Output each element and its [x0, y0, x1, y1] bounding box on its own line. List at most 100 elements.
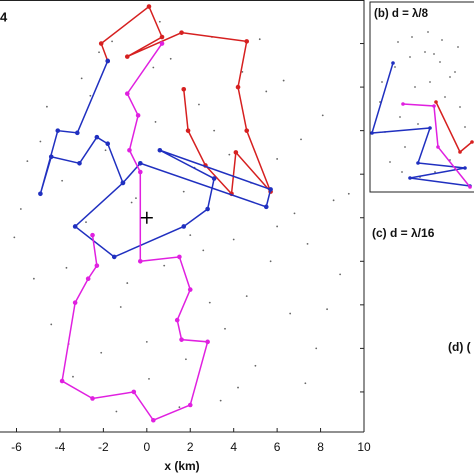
- background-dot: [293, 212, 296, 215]
- background-dot: [135, 197, 137, 200]
- vertex: [458, 150, 462, 154]
- vertex: [235, 84, 241, 90]
- background-dot: [61, 179, 64, 182]
- background-dot: [98, 51, 100, 54]
- vertex: [174, 317, 180, 323]
- background-dot: [237, 386, 239, 389]
- vertex: [94, 134, 100, 140]
- background-dot: [444, 96, 446, 98]
- background-dot: [417, 123, 419, 125]
- vertex: [179, 30, 184, 35]
- vertex: [124, 91, 130, 96]
- background-dot: [459, 106, 461, 108]
- background-dot: [282, 79, 285, 82]
- background-dot: [449, 76, 451, 78]
- vertex: [268, 187, 273, 192]
- x-tick-label: -6: [11, 440, 22, 454]
- vertex: [408, 176, 412, 180]
- background-dot: [300, 138, 302, 141]
- x-tick-label: 8: [317, 440, 324, 454]
- vertex: [75, 130, 80, 136]
- vertex: [187, 402, 193, 408]
- background-dot: [411, 36, 413, 38]
- vertex: [90, 396, 95, 401]
- background-dot: [269, 260, 272, 263]
- panel-d-label: (d) (: [448, 340, 471, 354]
- background-dot: [404, 146, 406, 148]
- background-dot: [213, 129, 216, 132]
- background-dot: [409, 56, 411, 58]
- background-dot: [394, 66, 396, 68]
- background-dot: [464, 126, 466, 128]
- vertex: [391, 61, 395, 65]
- vertex: [72, 300, 78, 305]
- vertex: [263, 204, 269, 210]
- background-dot: [178, 406, 181, 409]
- background-dot: [276, 225, 279, 228]
- vertex: [138, 258, 143, 264]
- background-dot: [115, 410, 118, 413]
- trajectory: [61, 43, 209, 422]
- vertex: [105, 58, 111, 64]
- vertex: [432, 104, 436, 108]
- background-dot: [46, 105, 48, 108]
- vertex: [138, 169, 143, 175]
- vertex: [131, 389, 137, 395]
- vertex: [468, 185, 472, 189]
- vertex: [120, 180, 126, 186]
- background-dot: [145, 340, 148, 343]
- vertex: [233, 150, 239, 155]
- background-dot: [119, 306, 122, 308]
- inset-title: (b) d = λ/8: [374, 8, 429, 20]
- vertex: [124, 54, 130, 59]
- background-dot: [429, 81, 431, 83]
- trajectory: [435, 101, 473, 154]
- background-dot: [189, 234, 192, 237]
- vertex: [401, 102, 405, 106]
- x-tick-label: -2: [98, 440, 109, 454]
- x-tick-label: -4: [55, 440, 66, 454]
- vertex: [370, 131, 374, 135]
- background-dot: [224, 327, 226, 330]
- background-dot: [163, 264, 166, 267]
- background-dot: [304, 382, 307, 385]
- background-dot: [228, 153, 231, 156]
- background-dot: [434, 171, 436, 173]
- background-dot: [389, 161, 391, 163]
- background-dot: [100, 351, 103, 354]
- vertex: [94, 263, 100, 268]
- vertex: [55, 128, 61, 133]
- background-dot: [457, 46, 459, 48]
- vertex: [157, 147, 163, 153]
- vertex: [181, 86, 187, 92]
- background-dot: [39, 140, 42, 143]
- vertex: [72, 224, 78, 229]
- vertex: [434, 100, 438, 104]
- background-dot: [85, 221, 87, 223]
- vertex: [181, 224, 187, 229]
- background-dot: [208, 301, 211, 304]
- background-dot: [185, 358, 187, 361]
- background-dot: [104, 149, 107, 152]
- vertex: [470, 140, 474, 144]
- trajectory: [100, 5, 272, 196]
- background-dot: [202, 249, 205, 252]
- source-marker: [140, 211, 153, 224]
- background-dot: [258, 38, 261, 41]
- background-dot: [289, 312, 292, 315]
- background-dot: [433, 53, 435, 55]
- background-dot: [32, 277, 35, 280]
- background-dot: [80, 77, 83, 80]
- background-dot: [427, 31, 429, 33]
- background-dot: [397, 41, 399, 43]
- inset-frame: [369, 1, 474, 193]
- vertex: [146, 4, 152, 9]
- background-dot: [265, 90, 268, 93]
- x-tick-label: 10: [357, 440, 371, 454]
- vertex: [111, 254, 117, 260]
- vertex: [244, 128, 250, 133]
- x-tick-label: 2: [187, 440, 194, 454]
- background-dot: [326, 308, 328, 311]
- background-dot: [241, 70, 244, 73]
- x-tick-label: 4: [230, 440, 237, 454]
